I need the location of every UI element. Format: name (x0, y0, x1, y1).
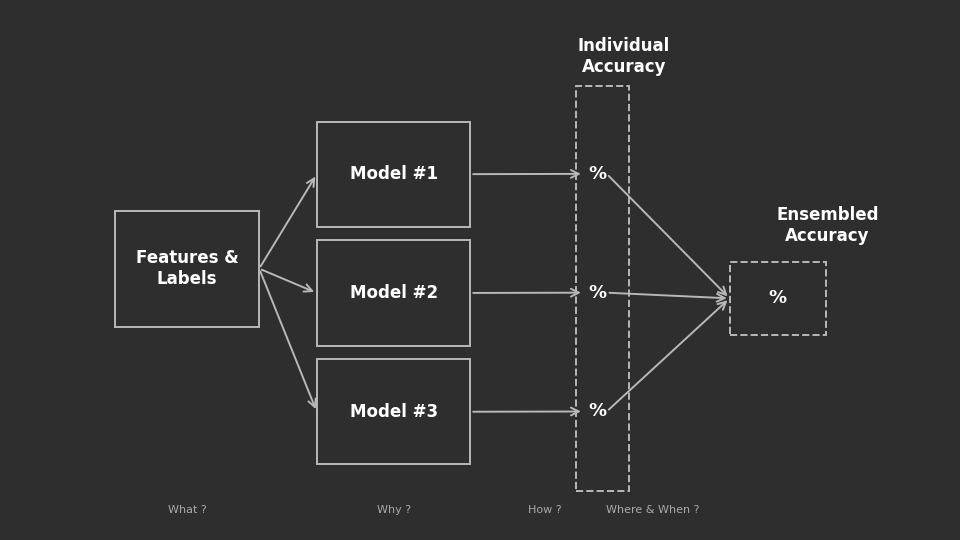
Bar (317, 240, 470, 346)
Text: %: % (588, 284, 606, 302)
Text: Model #3: Model #3 (349, 403, 438, 421)
Text: How ?: How ? (528, 505, 563, 515)
Bar (317, 359, 470, 464)
Bar (115, 211, 259, 327)
Bar (730, 262, 826, 335)
Text: Model #2: Model #2 (349, 284, 438, 302)
Text: Why ?: Why ? (376, 505, 411, 515)
Text: Individual
Accuracy: Individual Accuracy (578, 37, 670, 76)
Bar (317, 122, 470, 227)
Bar (576, 86, 629, 491)
Text: Features &
Labels: Features & Labels (135, 249, 239, 288)
Text: What ?: What ? (168, 505, 206, 515)
Text: Where & When ?: Where & When ? (606, 505, 700, 515)
Text: %: % (588, 165, 606, 183)
Text: Model #1: Model #1 (349, 165, 438, 183)
Text: Ensembled
Accuracy: Ensembled Accuracy (777, 206, 878, 245)
Text: %: % (588, 402, 606, 421)
Text: %: % (769, 289, 786, 307)
